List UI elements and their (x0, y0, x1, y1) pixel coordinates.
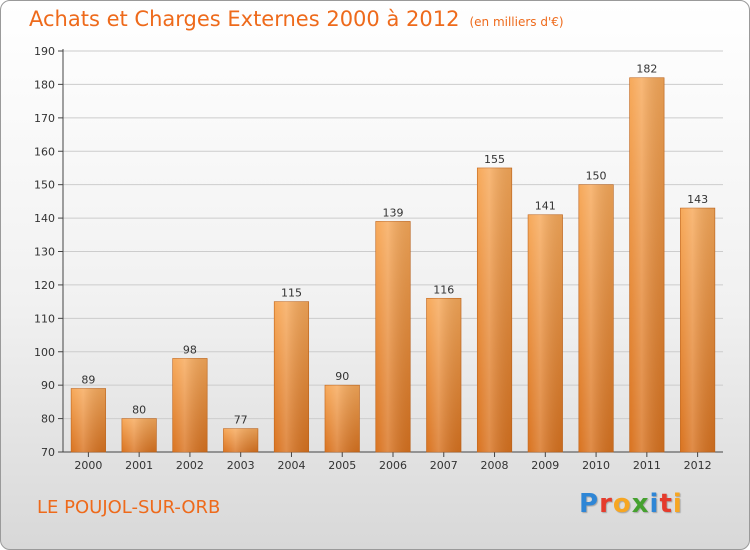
data-label: 77 (234, 414, 248, 427)
bar-shine (324, 385, 360, 452)
x-tick-label: 2010 (582, 459, 610, 472)
y-tick-label: 110 (34, 312, 55, 325)
y-tick-label: 90 (41, 379, 55, 392)
x-tick-label: 2001 (125, 459, 153, 472)
x-tick-label: 2002 (176, 459, 204, 472)
axes: 70 80 90 100 110 120 130 140 150 160 170 180 190 2000… (34, 45, 723, 472)
x-tick-label: 2000 (74, 459, 102, 472)
x-tick-label: 2003 (227, 459, 255, 472)
x-tick-label: 2005 (328, 459, 356, 472)
data-label: 150 (586, 170, 607, 183)
data-label: 80 (132, 404, 146, 417)
y-tick-label: 150 (34, 179, 55, 192)
bar-shine (375, 221, 411, 452)
chart-unit: (en milliers d'€) (469, 15, 564, 29)
bar-shine (680, 208, 715, 452)
y-tick-label: 190 (34, 45, 55, 58)
bars (70, 77, 716, 453)
y-tick-label: 180 (34, 78, 55, 91)
bar-shine (578, 184, 614, 452)
x-tick-label: 2008 (481, 459, 509, 472)
bar-shine (629, 77, 665, 452)
proxiti-logo: Proxiti (579, 489, 683, 519)
y-tick-label: 160 (34, 145, 55, 158)
data-label: 115 (281, 287, 302, 300)
data-labels: 89 80 98 77 115 90 139 116 155 141 150 182 143 (81, 63, 708, 427)
data-label: 89 (81, 374, 95, 387)
bar-shine (121, 418, 157, 452)
x-tick-label: 2011 (633, 459, 661, 472)
data-label: 139 (383, 206, 404, 219)
y-tick-label: 80 (41, 413, 55, 426)
chart-title-text: Achats et Charges Externes 2000 à 2012 (29, 7, 460, 31)
data-label: 98 (183, 343, 197, 356)
x-tick-label: 2009 (531, 459, 559, 472)
y-tick-label: 170 (34, 112, 55, 125)
bar-shine (426, 298, 462, 452)
data-label: 90 (335, 370, 349, 383)
bar-shine (71, 388, 106, 452)
y-tick-label: 130 (34, 246, 55, 259)
data-label: 116 (433, 283, 454, 296)
y-tick-label: 120 (34, 279, 55, 292)
data-label: 182 (636, 63, 657, 76)
bar-shine (274, 301, 309, 452)
data-label: 155 (484, 153, 505, 166)
bar-shine (528, 214, 563, 452)
x-tick-label: 2007 (430, 459, 458, 472)
data-label: 143 (687, 193, 708, 206)
x-tick-label: 2004 (277, 459, 305, 472)
y-tick-label: 70 (41, 446, 55, 459)
location-label: LE POUJOL-SUR-ORB (37, 497, 221, 518)
x-tick-label: 2012 (684, 459, 712, 472)
x-tick-label: 2006 (379, 459, 407, 472)
y-tick-label: 100 (34, 346, 55, 359)
chart-title: Achats et Charges Externes 2000 à 2012 (e… (29, 7, 564, 31)
bar-shine (477, 167, 512, 453)
data-label: 141 (535, 200, 556, 213)
bar-shine (223, 428, 258, 452)
bar-shine (172, 358, 208, 452)
y-tick-label: 140 (34, 212, 55, 225)
